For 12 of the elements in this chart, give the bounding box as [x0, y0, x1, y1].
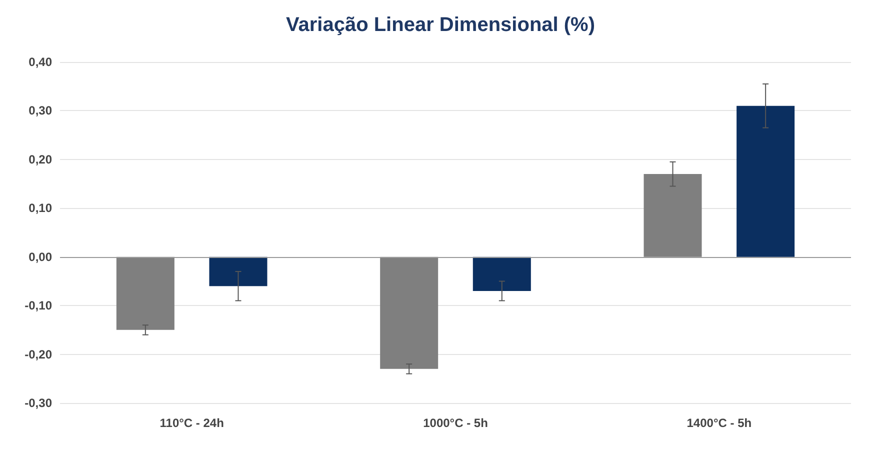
x-tick-label: 1000°C - 5h [423, 416, 488, 430]
x-tick-label: 1400°C - 5h [686, 416, 752, 430]
y-tick-label: -0,30 [24, 396, 52, 410]
chart-title: Variação Linear Dimensional (%) [286, 14, 595, 36]
y-tick-label: 0,40 [28, 55, 52, 69]
y-tick-label: 0,10 [28, 201, 52, 216]
y-tick-label: -0,10 [24, 298, 52, 313]
y-tick-label: 0,20 [28, 152, 52, 166]
x-tick-label: 110°C - 24h [160, 416, 224, 430]
y-tick-label: 0,00 [28, 250, 52, 264]
y-tick-label: 0,30 [28, 104, 52, 118]
y-tick-label: -0,20 [24, 347, 52, 362]
